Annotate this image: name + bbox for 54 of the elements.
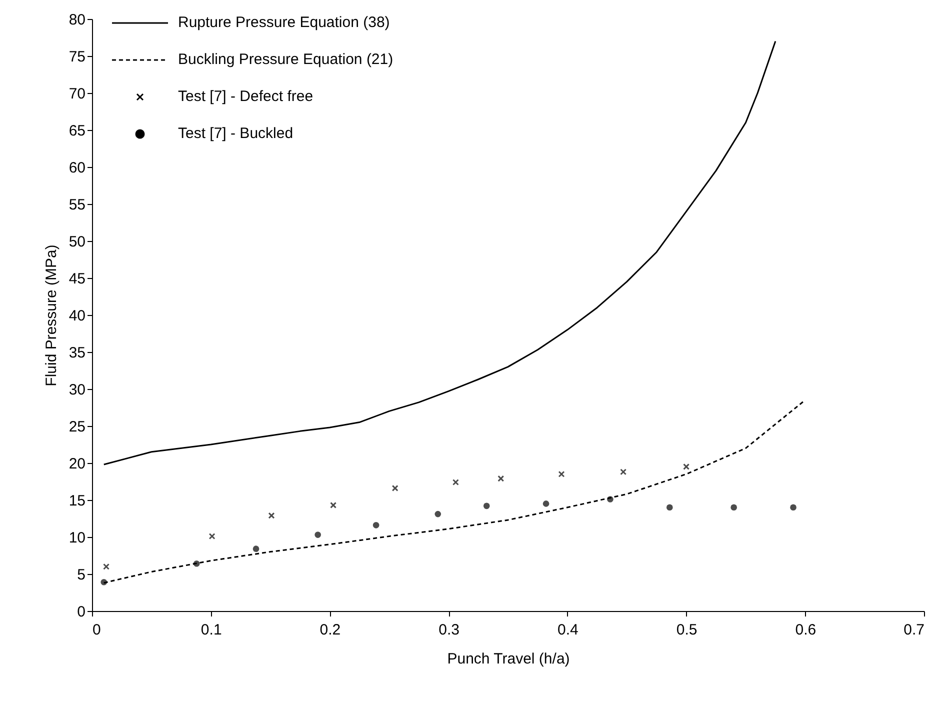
y-tick-label: 80 bbox=[68, 12, 86, 28]
point bbox=[607, 496, 614, 502]
legend-label: Buckling Pressure Equation (21) bbox=[178, 51, 394, 68]
point bbox=[330, 502, 337, 508]
point bbox=[392, 484, 398, 492]
y-tick-label: 10 bbox=[68, 530, 86, 546]
x-tick-label: 0.5 bbox=[676, 622, 698, 638]
point bbox=[103, 563, 110, 570]
x-tick-label: 0.6 bbox=[795, 622, 816, 638]
y-tick-label: 60 bbox=[68, 160, 86, 176]
y-tick-label: 0 bbox=[77, 604, 86, 620]
line-series bbox=[103, 40, 776, 466]
point bbox=[790, 504, 796, 511]
point bbox=[208, 533, 216, 540]
x-tick-label: 0.4 bbox=[558, 622, 578, 638]
y-tick-label: 45 bbox=[68, 270, 86, 288]
point bbox=[268, 512, 275, 519]
point bbox=[252, 546, 260, 552]
point bbox=[498, 475, 504, 482]
point bbox=[558, 470, 565, 478]
y-tick-label: 35 bbox=[68, 344, 86, 362]
point bbox=[730, 504, 737, 511]
y-tick-label: 50 bbox=[68, 234, 86, 250]
point bbox=[314, 532, 321, 538]
x-tick-label: 0 bbox=[92, 622, 101, 638]
y-tick-label: 30 bbox=[68, 382, 86, 398]
x-tick-label: 0.7 bbox=[904, 622, 924, 638]
point bbox=[452, 478, 459, 486]
point bbox=[620, 468, 627, 476]
point bbox=[483, 502, 490, 510]
point bbox=[372, 522, 380, 528]
legend-label: Test [7] - Buckled bbox=[178, 125, 294, 142]
y-tick-label: 70 bbox=[68, 86, 86, 102]
point bbox=[100, 578, 108, 586]
point bbox=[542, 500, 550, 507]
x-axis-title: Punch Travel (h/a) bbox=[447, 650, 570, 668]
y-tick-label: 25 bbox=[68, 418, 86, 436]
point bbox=[193, 560, 200, 567]
x-tick-label: 0.3 bbox=[438, 622, 460, 638]
point bbox=[434, 510, 442, 518]
y-tick-label: 15 bbox=[68, 492, 86, 510]
y-tick-label: 40 bbox=[68, 308, 86, 324]
legend-label: Rupture Pressure Equation (38) bbox=[178, 14, 390, 31]
y-axis-title: Fluid Pressure (MPa) bbox=[42, 244, 60, 386]
y-tick-label: 20 bbox=[68, 456, 86, 472]
y-tick-label: 75 bbox=[68, 48, 86, 66]
x-tick-label: 0.1 bbox=[200, 622, 222, 638]
point bbox=[683, 463, 690, 470]
legend-label: Test [7] - Defect free bbox=[178, 88, 314, 105]
x-tick-label: 0.2 bbox=[320, 622, 341, 638]
y-tick-label: 55 bbox=[68, 196, 86, 214]
y-tick-label: 5 bbox=[77, 566, 86, 584]
point bbox=[666, 504, 673, 511]
y-tick-label: 65 bbox=[68, 122, 86, 140]
